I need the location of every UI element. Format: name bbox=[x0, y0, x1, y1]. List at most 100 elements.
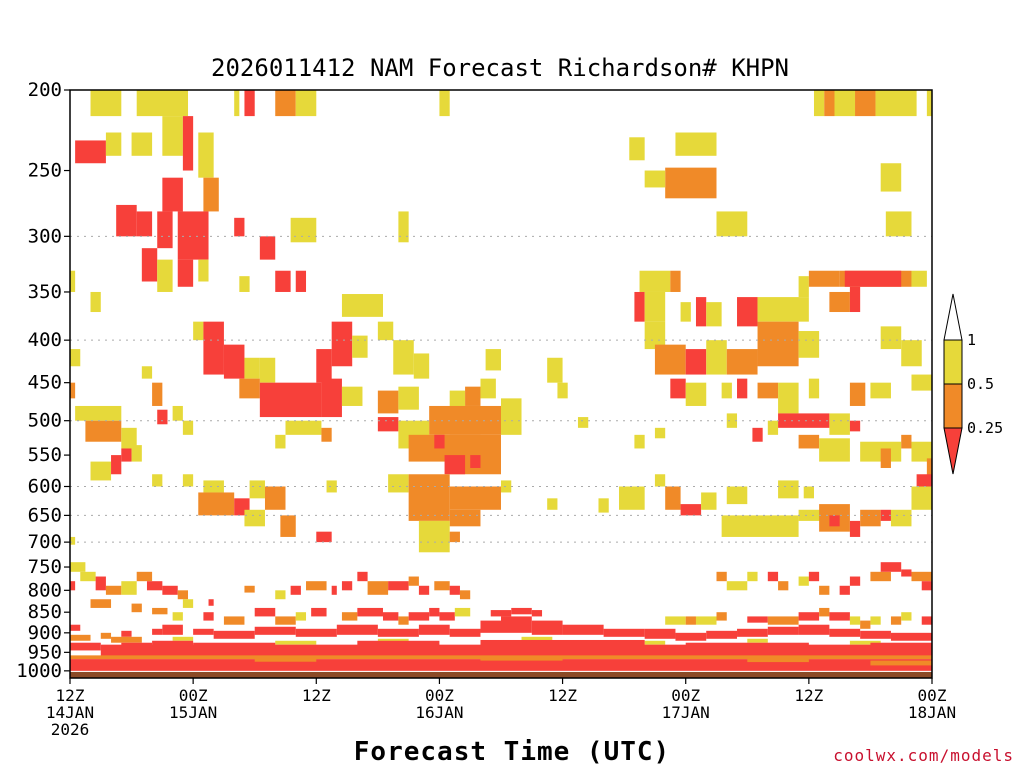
heatmap-cell bbox=[459, 590, 471, 600]
y-tick-label: 200 bbox=[28, 79, 62, 101]
heatmap-cell bbox=[778, 581, 789, 591]
heatmap-cell bbox=[449, 509, 481, 527]
heatmap-cell bbox=[449, 585, 460, 595]
heatmap-cell bbox=[685, 382, 707, 406]
heatmap-cell bbox=[193, 628, 214, 635]
x-tick-label: 12Z bbox=[548, 686, 577, 705]
legend-label: 0.5 bbox=[967, 375, 994, 393]
heatmap-cell bbox=[675, 632, 707, 641]
heatmap-cell bbox=[434, 434, 445, 449]
heatmap-cell bbox=[90, 90, 122, 117]
heatmap-cell bbox=[654, 474, 666, 487]
heatmap-cell bbox=[747, 571, 758, 582]
heatmap-cell bbox=[849, 382, 866, 406]
heatmap-cell bbox=[70, 581, 76, 591]
heatmap-cell bbox=[644, 321, 666, 350]
heatmap-cell bbox=[331, 585, 337, 595]
credit-text: coolwx.com/models bbox=[833, 746, 1014, 765]
y-tick-label: 300 bbox=[28, 225, 62, 247]
heatmap-cell bbox=[162, 177, 183, 212]
heatmap-cell bbox=[418, 520, 450, 553]
heatmap-cell bbox=[70, 270, 76, 292]
heatmap-cell bbox=[829, 515, 840, 527]
y-tick-label: 850 bbox=[28, 601, 62, 623]
heatmap-cell bbox=[726, 486, 748, 505]
heatmap-cell bbox=[716, 571, 727, 582]
heatmap-cell bbox=[747, 658, 809, 663]
heatmap-cell bbox=[644, 628, 676, 639]
heatmap-cell bbox=[275, 270, 291, 292]
heatmap-cell bbox=[901, 340, 922, 367]
heatmap-cell bbox=[890, 632, 932, 641]
heatmap-cell bbox=[511, 607, 532, 615]
heatmap-cell bbox=[223, 616, 245, 625]
legend-label: 1 bbox=[967, 331, 976, 349]
heatmap-cell bbox=[141, 248, 158, 282]
heatmap-cell bbox=[182, 599, 194, 608]
heatmap-cell bbox=[275, 590, 286, 600]
heatmap-cell bbox=[639, 270, 671, 292]
heatmap-cell bbox=[880, 448, 891, 468]
heatmap-cell bbox=[557, 382, 568, 399]
heatmap-cell bbox=[198, 492, 235, 516]
heatmap-cell bbox=[398, 386, 419, 410]
heatmap-cell bbox=[341, 581, 353, 591]
heatmap-cell bbox=[798, 612, 820, 621]
heatmap-cell bbox=[182, 420, 194, 435]
heatmap-cell bbox=[726, 349, 758, 375]
heatmap-cell bbox=[870, 382, 891, 399]
y-tick-label: 650 bbox=[28, 504, 62, 526]
heatmap-cell bbox=[429, 607, 440, 617]
heatmap-cell bbox=[152, 640, 194, 647]
heatmap-cell bbox=[911, 486, 932, 510]
heatmap-cell bbox=[849, 420, 861, 432]
heatmap-cell bbox=[767, 420, 779, 435]
x-axis-title: Forecast Time (UTC) bbox=[354, 737, 670, 767]
heatmap-cell bbox=[244, 90, 255, 117]
heatmap-cell bbox=[829, 413, 850, 435]
heatmap-cell bbox=[152, 628, 163, 635]
heatmap-cell bbox=[829, 628, 861, 637]
heatmap-cell bbox=[562, 624, 604, 635]
y-tick-label: 750 bbox=[28, 556, 62, 578]
heatmap-cell bbox=[352, 335, 368, 358]
heatmap-cell bbox=[182, 474, 194, 487]
x-tick-label: 2026 bbox=[51, 720, 90, 739]
heatmap-cell bbox=[921, 616, 932, 625]
heatmap-cell bbox=[767, 571, 779, 582]
heatmap-cell bbox=[172, 636, 194, 641]
heatmap-cell bbox=[234, 90, 240, 117]
heatmap-cell bbox=[901, 569, 912, 577]
heatmap-cell bbox=[860, 509, 881, 527]
heatmap-cell bbox=[521, 636, 553, 641]
heatmap-cell bbox=[285, 420, 322, 435]
legend-swatch-above-1 bbox=[943, 293, 963, 341]
heatmap-cell bbox=[275, 640, 317, 645]
heatmap-cell bbox=[480, 620, 501, 633]
heatmap-cell bbox=[778, 382, 799, 414]
heatmap-cell bbox=[177, 259, 194, 287]
heatmap-cell bbox=[321, 378, 342, 418]
heatmap-cell bbox=[480, 656, 563, 661]
heatmap-cell bbox=[757, 382, 779, 399]
heatmap-cell bbox=[295, 612, 307, 621]
heatmap-cell bbox=[259, 357, 276, 383]
y-tick-label: 950 bbox=[28, 641, 62, 663]
heatmap-cell bbox=[234, 217, 245, 237]
heatmap-cell bbox=[834, 90, 856, 117]
heatmap-cell bbox=[767, 626, 799, 635]
y-tick-label: 800 bbox=[28, 579, 62, 601]
heatmap-cell bbox=[737, 297, 758, 327]
y-tick-label: 350 bbox=[28, 281, 62, 303]
heatmap-cell bbox=[121, 581, 137, 595]
heatmap-cell bbox=[341, 612, 358, 621]
heatmap-cell bbox=[439, 90, 450, 117]
heatmap-cell bbox=[131, 132, 153, 156]
heatmap-cell bbox=[778, 480, 799, 499]
heatmap-cell bbox=[434, 581, 450, 591]
heatmap-cell bbox=[747, 616, 768, 623]
y-tick-label: 600 bbox=[28, 475, 62, 497]
heatmap-cell bbox=[100, 644, 933, 657]
heatmap-cell bbox=[239, 378, 260, 399]
heatmap-cell bbox=[634, 291, 645, 322]
